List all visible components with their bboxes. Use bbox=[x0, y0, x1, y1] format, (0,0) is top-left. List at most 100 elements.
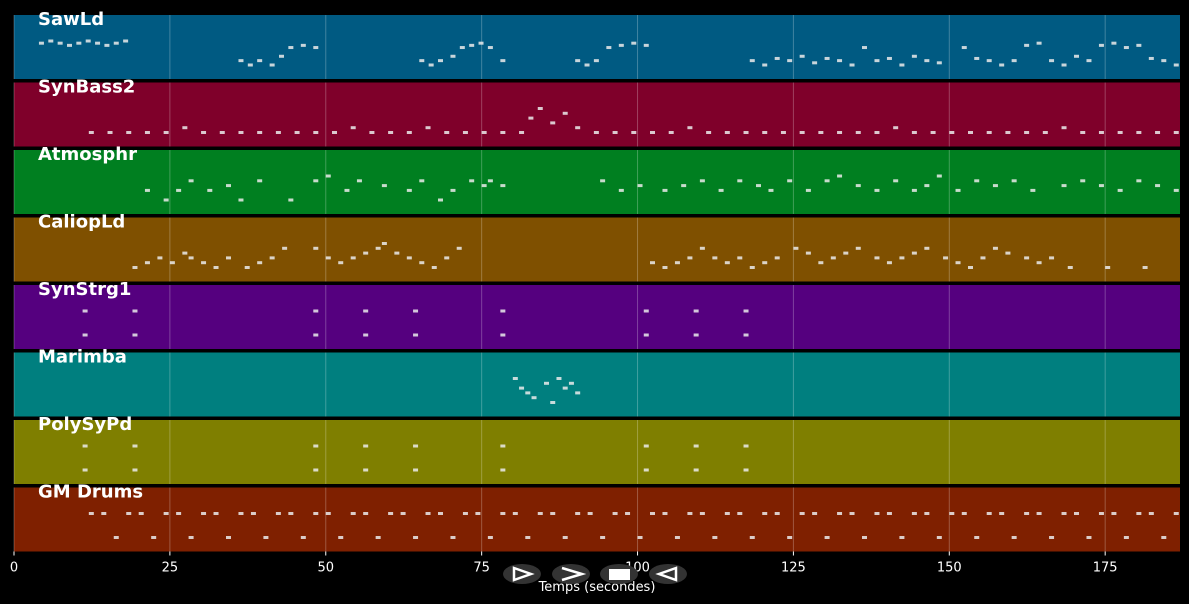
note bbox=[269, 256, 275, 260]
note bbox=[743, 333, 749, 337]
note bbox=[974, 536, 980, 539]
note bbox=[593, 131, 599, 134]
stop-button[interactable] bbox=[600, 564, 638, 584]
note bbox=[157, 256, 163, 260]
note bbox=[356, 179, 362, 183]
note bbox=[743, 444, 749, 448]
note bbox=[949, 131, 955, 134]
note bbox=[874, 131, 880, 134]
note bbox=[279, 54, 284, 58]
note bbox=[431, 266, 437, 269]
note bbox=[450, 188, 456, 192]
note bbox=[1061, 63, 1067, 67]
note bbox=[444, 256, 450, 260]
note bbox=[104, 43, 110, 47]
note bbox=[1042, 131, 1048, 134]
x-tick-label: 25 bbox=[162, 561, 179, 576]
note bbox=[381, 242, 387, 245]
note bbox=[369, 131, 375, 134]
x-tick-label: 0 bbox=[10, 561, 18, 576]
note bbox=[936, 536, 942, 539]
note bbox=[1117, 188, 1123, 192]
note bbox=[132, 444, 138, 448]
note bbox=[1136, 179, 1142, 183]
track-name: CaliopLd bbox=[38, 212, 125, 233]
note bbox=[687, 256, 693, 260]
note bbox=[593, 59, 599, 63]
note bbox=[818, 131, 824, 134]
track-band bbox=[14, 285, 1180, 349]
note bbox=[500, 131, 506, 134]
track-name: SynBass2 bbox=[38, 77, 135, 98]
note bbox=[487, 179, 493, 183]
note bbox=[363, 512, 369, 515]
note bbox=[1123, 46, 1129, 50]
note bbox=[95, 41, 101, 45]
note bbox=[247, 63, 253, 67]
note bbox=[275, 512, 281, 515]
note bbox=[1030, 188, 1036, 192]
note bbox=[263, 536, 269, 539]
note bbox=[874, 512, 880, 515]
note bbox=[257, 261, 263, 265]
note bbox=[300, 43, 306, 47]
note bbox=[799, 131, 805, 134]
note bbox=[82, 468, 88, 472]
note bbox=[1036, 261, 1042, 265]
note bbox=[955, 261, 961, 265]
note bbox=[600, 179, 606, 183]
note bbox=[88, 512, 94, 515]
note bbox=[294, 131, 300, 134]
note bbox=[213, 512, 219, 515]
note bbox=[974, 56, 980, 60]
note bbox=[849, 63, 855, 67]
note bbox=[375, 246, 381, 250]
track-name: SawLd bbox=[38, 9, 104, 30]
note bbox=[82, 309, 88, 313]
note bbox=[712, 256, 718, 260]
note bbox=[1011, 536, 1017, 539]
note bbox=[123, 39, 129, 43]
note bbox=[687, 512, 693, 515]
play-button[interactable] bbox=[503, 564, 541, 584]
note bbox=[1117, 131, 1123, 134]
note bbox=[874, 59, 880, 63]
note bbox=[768, 188, 774, 192]
note bbox=[805, 188, 811, 192]
note bbox=[363, 444, 369, 448]
note bbox=[575, 59, 581, 63]
note bbox=[1111, 512, 1117, 515]
note bbox=[363, 468, 369, 472]
note bbox=[325, 174, 331, 178]
note bbox=[226, 536, 231, 539]
note bbox=[886, 512, 892, 515]
note bbox=[182, 251, 188, 255]
note bbox=[924, 512, 930, 515]
note bbox=[743, 131, 749, 134]
note bbox=[537, 107, 543, 110]
note bbox=[126, 131, 132, 134]
note bbox=[737, 256, 743, 260]
note bbox=[643, 333, 649, 337]
note bbox=[843, 251, 849, 255]
note bbox=[562, 111, 568, 115]
back-button[interactable] bbox=[649, 564, 687, 584]
note bbox=[911, 512, 917, 515]
note bbox=[313, 246, 319, 250]
note bbox=[88, 131, 94, 134]
note bbox=[600, 536, 606, 539]
note bbox=[288, 46, 294, 50]
note bbox=[238, 131, 244, 134]
note bbox=[469, 43, 475, 47]
note bbox=[718, 188, 724, 192]
note bbox=[1148, 512, 1154, 515]
forward-button[interactable] bbox=[552, 564, 590, 584]
note bbox=[568, 381, 574, 385]
note bbox=[1080, 179, 1086, 183]
note bbox=[662, 512, 668, 515]
note bbox=[1061, 126, 1067, 130]
note bbox=[999, 63, 1005, 67]
x-axis-label: Temps (secondes) bbox=[538, 580, 656, 595]
note bbox=[556, 377, 562, 380]
note bbox=[631, 41, 637, 45]
